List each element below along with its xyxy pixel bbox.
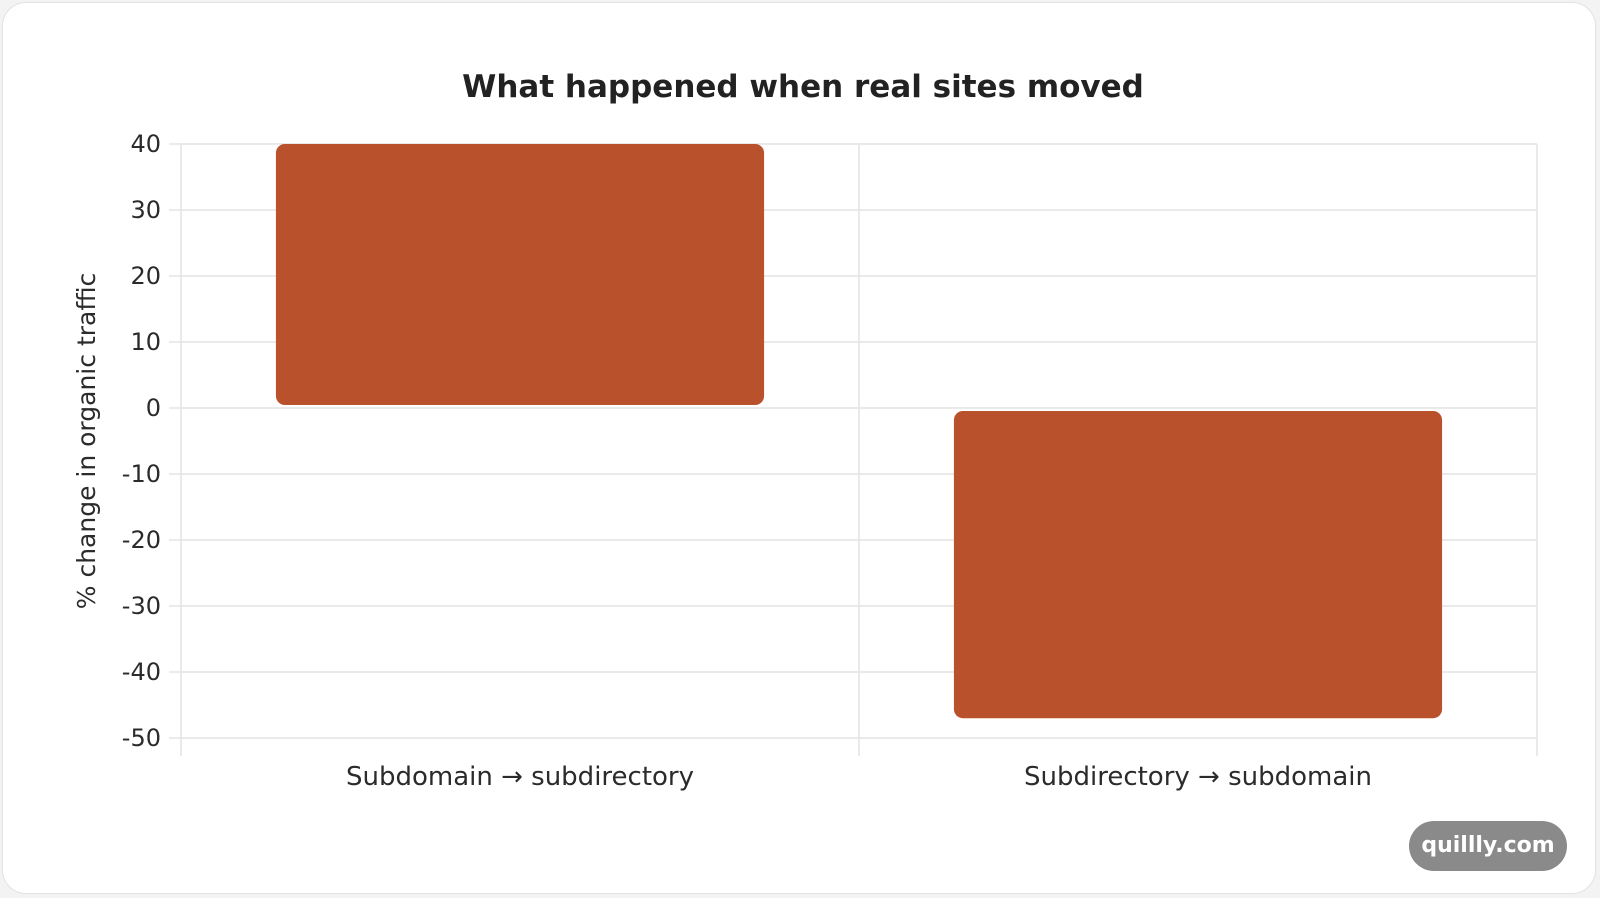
chart-title: What happened when real sites moved: [462, 69, 1144, 105]
y-tick-label: 40: [130, 130, 161, 158]
y-tick-label: -20: [122, 526, 161, 554]
y-tick-label: -40: [122, 658, 161, 686]
y-tick-label: -30: [122, 592, 161, 620]
y-tick-label: -50: [122, 724, 161, 752]
watermark-badge[interactable]: quillly.com: [1409, 821, 1567, 871]
y-tick-label: 0: [146, 394, 161, 422]
x-category-label: Subdomain → subdirectory: [346, 762, 694, 792]
y-tick-label: 30: [130, 196, 161, 224]
y-tick-label: 10: [130, 328, 161, 356]
bar: [275, 144, 765, 405]
y-tick-label: -10: [122, 460, 161, 488]
y-axis-title: % change in organic traffic: [72, 273, 101, 610]
x-category-label: Subdirectory → subdomain: [1024, 762, 1372, 792]
bar: [953, 411, 1443, 719]
y-tick-label: 20: [130, 262, 161, 290]
